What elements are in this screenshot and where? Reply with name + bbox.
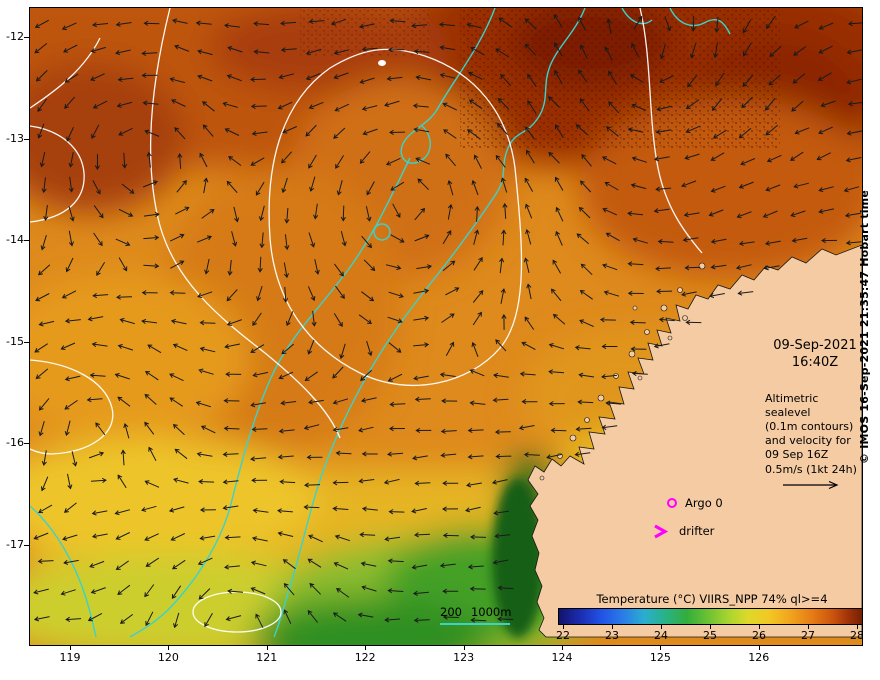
colorbar-tick (661, 625, 662, 629)
x-axis-tick (660, 646, 662, 650)
x-axis-tick (562, 646, 563, 650)
argo-float-marker (667, 498, 677, 508)
x-axis-tick (266, 646, 268, 650)
x-axis-tick-label: 120 (157, 651, 179, 664)
map-plot-area: 09-Sep-2021 16:40Z Altimetric sealevel (… (29, 7, 863, 646)
colorbar-gradient (558, 608, 862, 625)
y-axis-tick-label: -16 (6, 436, 24, 450)
credit-text: © IMOS 16-Sep-2021 21:35:47 Hobart time (858, 190, 871, 464)
bathymetry-legend: 200 1000m (440, 605, 511, 625)
x-axis-tick-label: 125 (649, 651, 671, 664)
colorbar-tick-label: 22 (556, 629, 570, 642)
colorbar-tick (612, 625, 613, 629)
y-axis-tick (24, 138, 29, 140)
colorbar-tick-label: 28 (850, 629, 863, 642)
ssh-contours (30, 8, 703, 633)
x-axis-tick-label: 126 (748, 651, 770, 664)
time-label: 16:40Z (791, 355, 839, 370)
x-axis-tick-label: 123 (453, 651, 475, 664)
x-axis-tick (168, 646, 170, 650)
drifter-marker (654, 524, 669, 539)
bathymetry-contours (30, 8, 731, 638)
colorbar-tick-label: 24 (654, 629, 668, 642)
x-axis-tick-label: 121 (256, 651, 278, 664)
date-label: 09-Sep-2021 (773, 338, 857, 353)
colorbar-tick-label: 26 (752, 629, 766, 642)
annotation-block: 09-Sep-2021 16:40Z Altimetric sealevel (… (765, 338, 862, 491)
y-axis-tick (24, 37, 29, 38)
note-line: Altimetric sealevel (765, 392, 819, 419)
sst-field-layer (30, 8, 862, 645)
colorbar-tick (563, 625, 564, 629)
bathy-200-label: 200 (440, 605, 462, 619)
y-axis-tick-label: -15 (6, 334, 24, 348)
sealevel-note: Altimetric sealevel (0.1m contours) and … (765, 392, 862, 462)
y-axis-tick-label: -12 (6, 30, 24, 43)
x-axis-tick (70, 646, 71, 650)
cloud-speckle (460, 8, 780, 148)
x-axis-tick (365, 646, 367, 650)
velocity-vector-layer (33, 13, 862, 629)
colorbar-tick (857, 625, 858, 629)
x-axis-tick-label: 122 (354, 651, 376, 664)
x-axis-tick-label: 124 (551, 651, 573, 664)
y-axis-tick (24, 240, 29, 242)
y-axis-tick (24, 545, 29, 546)
bathy-1000-label: 1000m (470, 605, 512, 619)
argo-label: Argo 0 (685, 496, 723, 510)
x-axis-tick (463, 646, 465, 650)
cloud-patch (378, 60, 386, 66)
x-axis-tick-label: 119 (59, 651, 81, 664)
colorbar-tick-label: 23 (605, 629, 619, 642)
y-axis-tick-label: -17 (6, 538, 24, 551)
colorbar-tick (710, 625, 711, 629)
coastline (527, 244, 862, 638)
velocity-vectors (33, 13, 862, 629)
colorbar-tick (808, 625, 809, 629)
colorbar-tick (759, 625, 760, 629)
note-line: (0.1m contours) (765, 420, 854, 433)
colorbar-tick-label: 25 (703, 629, 717, 642)
colorbar-ticks: 22 23 24 25 26 27 28 (556, 625, 863, 642)
velocity-scale-label: 0.5m/s (1kt 24h) (765, 463, 857, 476)
colorbar-title: Temperature (°C) VIIRS_NPP 74% ql>=4 (596, 592, 828, 606)
note-line: 09 Sep 16Z (765, 448, 829, 461)
note-line: and velocity for (765, 434, 851, 447)
y-axis-tick (24, 443, 29, 445)
islands (539, 262, 706, 481)
y-axis-tick (24, 341, 29, 343)
y-axis-tick-label: -13 (6, 131, 24, 145)
bathymetry-contour-sample (440, 623, 510, 625)
drifter-label: drifter (679, 524, 715, 538)
colorbar-tick-label: 27 (801, 629, 815, 642)
colorbar: Temperature (°C) VIIRS_NPP 74% ql>=4 22 2… (556, 592, 863, 642)
king-sound-inlet (492, 478, 544, 638)
land-layer (527, 244, 862, 638)
x-axis-tick (758, 646, 760, 650)
velocity-scale-arrow (783, 480, 839, 490)
y-axis-tick-label: -14 (6, 233, 24, 247)
